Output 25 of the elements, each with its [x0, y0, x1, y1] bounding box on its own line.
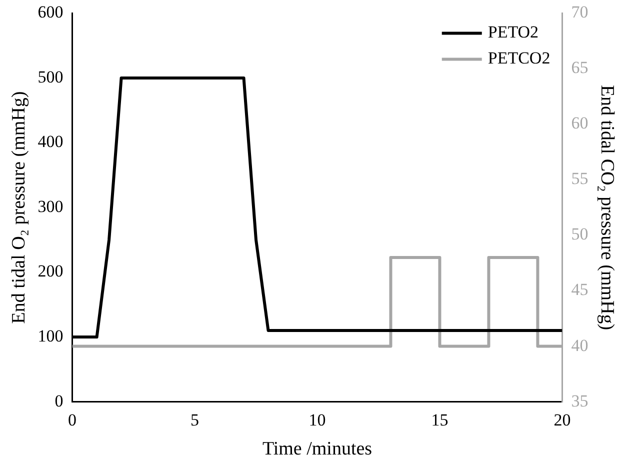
- y2-tick-label: 35: [571, 391, 588, 410]
- y-tick-label: 400: [38, 132, 64, 152]
- x-tick-label: 15: [431, 410, 448, 430]
- y-tick-label: 100: [38, 326, 64, 346]
- y2-axis-title: End tidal CO₂ pressure (mmHg): [596, 84, 618, 330]
- y-tick-label: 600: [38, 2, 64, 22]
- y-tick-label: 0: [54, 391, 64, 410]
- x-tick-label: 20: [554, 410, 571, 430]
- y-tick-label: 500: [38, 67, 64, 86]
- y-axis-title: End tidal O₂ pressure (mmHg): [8, 91, 30, 324]
- y2-tick-label: 65: [571, 58, 588, 78]
- x-axis-title: Time /minutes: [262, 438, 372, 460]
- legend-label: PETCO2: [488, 48, 550, 68]
- y2-tick-label: 55: [571, 169, 588, 188]
- y2-tick-label: 45: [571, 280, 588, 300]
- x-tick-label: 5: [190, 410, 200, 430]
- y-tick-label: 300: [38, 196, 64, 216]
- y2-tick-label: 60: [571, 114, 588, 133]
- x-tick-label: 0: [68, 410, 77, 430]
- y2-tick-label: 70: [571, 2, 588, 22]
- x-tick-label: 10: [308, 410, 326, 430]
- y2-tick-label: 50: [571, 224, 588, 244]
- y2-tick-label: 40: [571, 336, 588, 355]
- y-tick-label: 200: [38, 262, 64, 281]
- legend-label: PETO2: [488, 22, 539, 42]
